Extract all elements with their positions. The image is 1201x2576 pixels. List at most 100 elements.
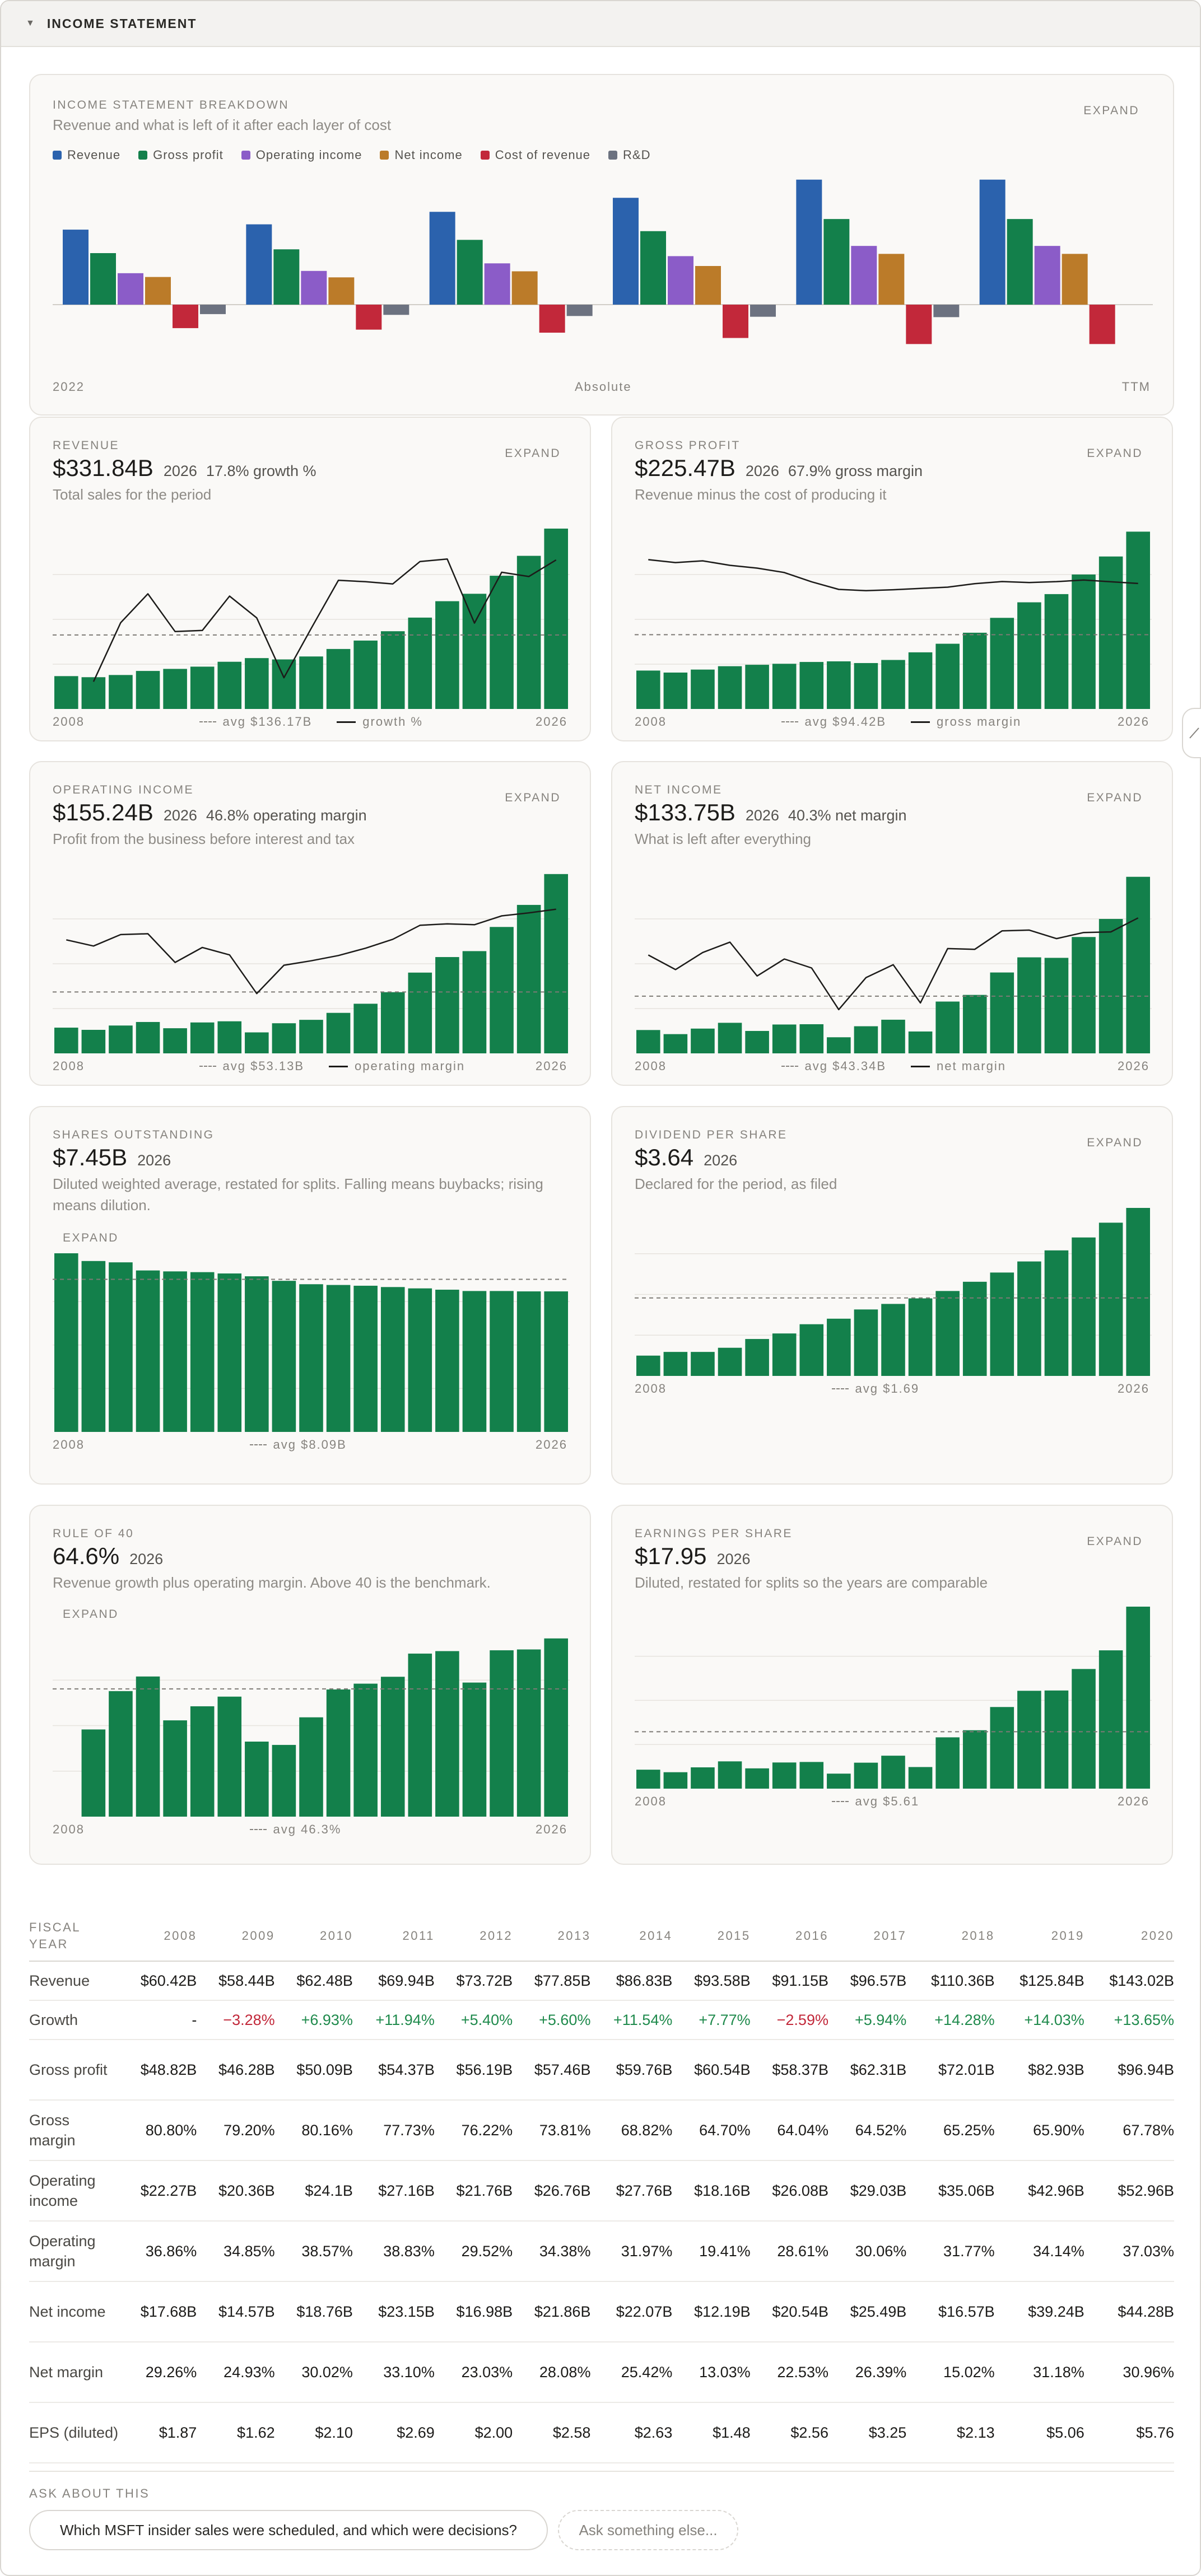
card-expand-button[interactable]: EXPAND <box>1087 791 1143 804</box>
collapse-caret-icon[interactable]: ▼ <box>26 18 35 28</box>
bar <box>272 1744 296 1817</box>
suggested-question-chip[interactable]: Which MSFT insider sales were scheduled,… <box>29 2510 548 2550</box>
table-cell: $12.19B <box>672 2281 751 2342</box>
bar <box>380 1287 405 1432</box>
card-value: $133.75B <box>635 799 736 825</box>
card-subtitle: Profit from the business before interest… <box>53 830 355 847</box>
bar-operating-income <box>851 246 877 305</box>
bar <box>490 1650 514 1817</box>
bar <box>54 1028 78 1053</box>
row-label: Operating margin <box>29 2221 119 2282</box>
legend-label: Operating income <box>255 148 362 162</box>
table-cell: 64.70% <box>672 2100 751 2161</box>
bar <box>962 632 987 709</box>
table-cell: $26.08B <box>750 2160 828 2222</box>
bar <box>217 1021 242 1053</box>
legend-item[interactable]: Gross profit <box>138 148 224 162</box>
bar <box>935 1737 960 1789</box>
card-label: DIVIDEND PER SHARE <box>635 1128 788 1141</box>
bar-cost-of-revenue <box>906 305 932 344</box>
axis-end-year: 2026 <box>1118 1382 1149 1396</box>
bar <box>516 556 541 709</box>
axis-start-year: 2008 <box>53 1059 85 1073</box>
bar <box>799 1324 824 1376</box>
card-expand-button[interactable]: EXPAND <box>1087 447 1143 460</box>
bar <box>245 1032 269 1053</box>
bar <box>81 1030 106 1053</box>
axis-start-year: 2008 <box>635 1794 667 1808</box>
legend-item[interactable]: Cost of revenue <box>480 148 591 162</box>
row-label: EPS (diluted) <box>29 2402 119 2463</box>
bar <box>217 1696 242 1817</box>
year-header: 2014 <box>590 1911 673 1962</box>
card-value: $17.95 <box>635 1543 707 1569</box>
table-cell: $57.46B <box>513 2040 591 2101</box>
card-expand-button[interactable]: EXPAND <box>63 1231 119 1244</box>
card-expand-button[interactable]: EXPAND <box>1087 1535 1143 1548</box>
table-cell: $16.98B <box>434 2281 513 2342</box>
bar-gross-profit <box>1007 219 1033 305</box>
table-cell: +14.28% <box>906 2000 995 2040</box>
bar <box>854 663 878 709</box>
year-header: 2009 <box>197 1911 275 1962</box>
year-header: 2008 <box>119 1911 197 1962</box>
bar <box>881 660 905 709</box>
avg-dash-swatch <box>781 721 798 722</box>
bar <box>190 1706 215 1817</box>
legend-item[interactable]: Revenue <box>53 148 120 162</box>
bar <box>353 640 378 709</box>
bar <box>990 618 1014 709</box>
avg-label: avg $5.61 <box>855 1794 920 1808</box>
table-cell: $18.76B <box>274 2281 353 2342</box>
table-cell: $39.24B <box>994 2281 1084 2342</box>
legend-item[interactable]: Operating income <box>241 148 362 162</box>
bar-r-d <box>200 305 226 314</box>
card-year: 2026 <box>716 1551 751 1567</box>
bar <box>1044 1250 1069 1376</box>
bar <box>1098 918 1123 1053</box>
card-expand-button[interactable]: EXPAND <box>505 791 561 804</box>
legend-label: Cost of revenue <box>495 148 591 162</box>
row-label: Net income <box>29 2281 119 2342</box>
bar-operating-income <box>301 270 327 305</box>
card-extra-metric: 67.9% gross margin <box>788 463 923 479</box>
avg-dash-swatch <box>781 1066 798 1067</box>
card-value: $331.84B <box>53 455 153 481</box>
card-expand-button[interactable]: EXPAND <box>505 447 561 460</box>
legend-item[interactable]: R&D <box>608 148 650 162</box>
table-cell: $29.03B <box>828 2160 907 2222</box>
table-cell: $73.72B <box>434 1961 513 2001</box>
legend-item[interactable]: Net income <box>380 148 462 162</box>
table-cell: $110.36B <box>906 1961 995 2001</box>
shares-card: SHARES OUTSTANDING $7.45B 2026 Diluted w… <box>29 1106 591 1485</box>
bar-operating-income <box>1034 246 1060 305</box>
side-tab-handle[interactable] <box>1182 708 1201 758</box>
panel-header[interactable]: ▼ INCOME STATEMENT <box>1 1 1200 47</box>
card-expand-button[interactable]: EXPAND <box>63 1608 119 1621</box>
table-cell: $60.54B <box>672 2040 751 2101</box>
table-cell: $60.42B <box>119 1961 197 2001</box>
bar <box>854 1309 878 1376</box>
overlay-line-growth- <box>92 558 557 682</box>
bar <box>1017 1261 1041 1376</box>
revenue-card: REVENUE $331.84B 2026 17.8% growth % Tot… <box>29 417 591 741</box>
breakdown-expand-button[interactable]: EXPAND <box>1083 104 1139 117</box>
table-row: Operating income $22.27B $20.36B $24.1B $27.… <box>29 2160 1174 2222</box>
card-expand-button[interactable]: EXPAND <box>1087 1136 1143 1149</box>
avg-dash-swatch <box>249 1829 267 1830</box>
bar-net-income <box>511 271 538 305</box>
card-year: 2026 <box>745 463 779 479</box>
table-cell: $42.96B <box>994 2160 1084 2222</box>
axis-end-year: 2026 <box>536 1059 567 1073</box>
dividend-card: DIVIDEND PER SHARE $3.64 2026 Declared f… <box>611 1106 1173 1485</box>
axis-start-year: 2008 <box>635 1382 667 1396</box>
bar-net-income <box>328 277 355 305</box>
card-value-row: $7.45B 2026 <box>53 1144 180 1171</box>
overlay-line-gross-margin <box>648 559 1138 591</box>
breakdown-subtitle: Revenue and what is left of it after eac… <box>53 116 392 133</box>
axis-end-label: TTM <box>1121 380 1151 394</box>
legend-swatch <box>53 151 62 160</box>
bar <box>1072 937 1096 1053</box>
ask-something-else-chip[interactable]: Ask something else... <box>558 2510 738 2550</box>
row-label: Operating income <box>29 2160 119 2222</box>
